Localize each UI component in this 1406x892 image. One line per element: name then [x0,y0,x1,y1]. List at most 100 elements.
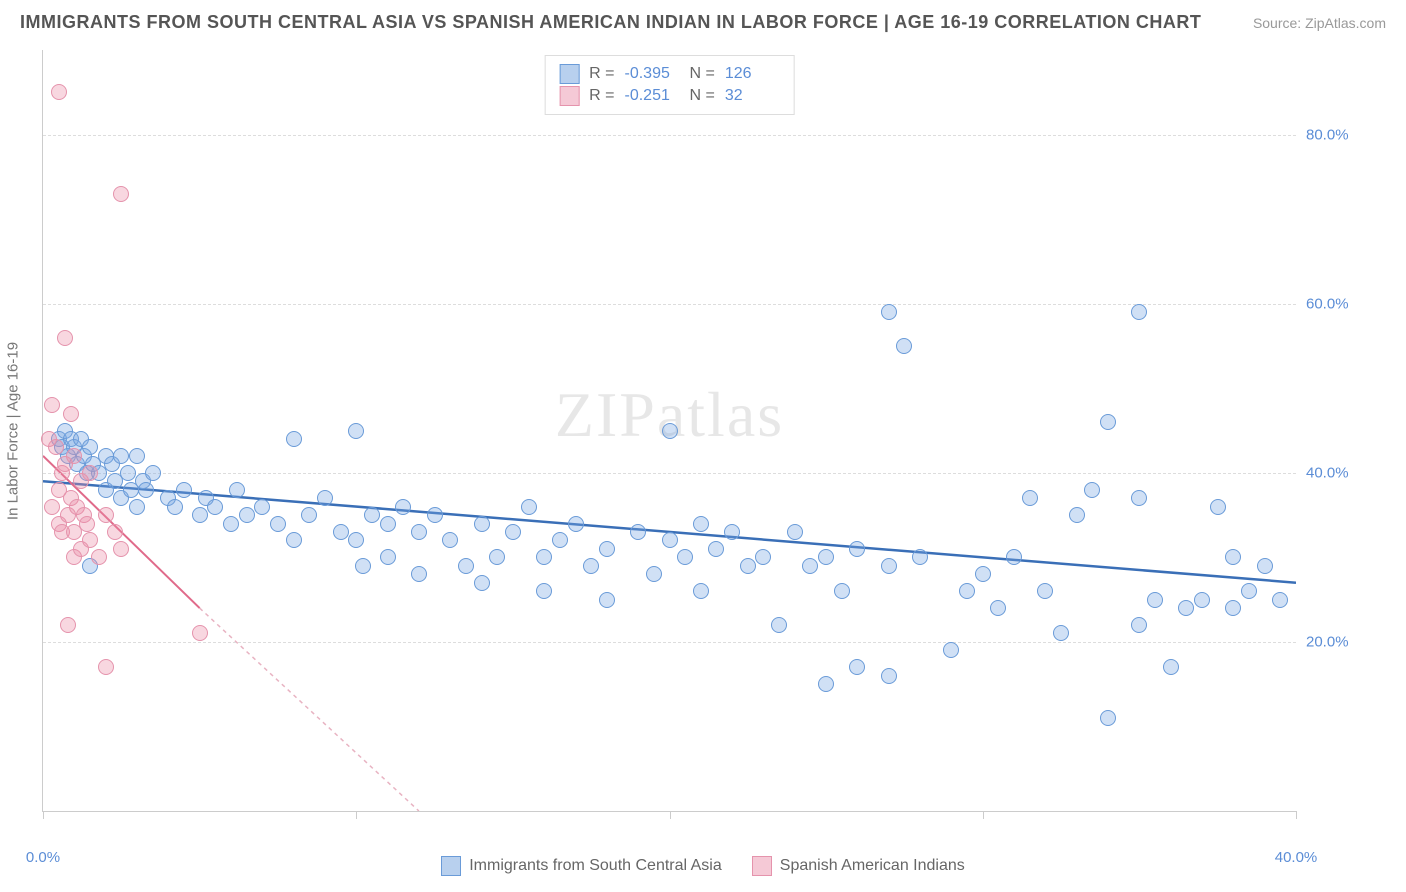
scatter-point [192,507,208,523]
scatter-point [82,532,98,548]
x-tick [356,811,357,819]
scatter-point [646,566,662,582]
scatter-point [145,465,161,481]
gridline-h [43,642,1296,643]
scatter-point [818,549,834,565]
scatter-point [1241,583,1257,599]
y-tick-label: 40.0% [1306,464,1366,481]
scatter-point [254,499,270,515]
scatter-point [79,516,95,532]
scatter-point [348,423,364,439]
scatter-point [1131,304,1147,320]
scatter-point [771,617,787,633]
scatter-point [599,592,615,608]
gridline-h [43,473,1296,474]
scatter-point [120,465,136,481]
scatter-point [44,397,60,413]
legend-item-series2: Spanish American Indians [752,856,965,876]
scatter-point [1100,414,1116,430]
scatter-point [505,524,521,540]
scatter-point [458,558,474,574]
scatter-point [44,499,60,515]
scatter-point [583,558,599,574]
scatter-point [881,558,897,574]
legend-swatch-series1-bottom [441,856,461,876]
scatter-point [1257,558,1273,574]
scatter-point [787,524,803,540]
scatter-point [1131,490,1147,506]
gridline-h [43,135,1296,136]
scatter-point [82,439,98,455]
scatter-point [881,304,897,320]
scatter-point [223,516,239,532]
source-name: ZipAtlas.com [1305,15,1386,31]
scatter-point [1131,617,1147,633]
scatter-point [91,549,107,565]
scatter-chart: In Labor Force | Age 16-19 ZIPatlas R = … [42,50,1296,812]
scatter-point [1194,592,1210,608]
scatter-point [286,431,302,447]
scatter-point [364,507,380,523]
legend-row-series2: R = -0.251 N = 32 [559,86,780,106]
scatter-point [138,482,154,498]
y-tick-label: 20.0% [1306,633,1366,650]
scatter-point [474,575,490,591]
scatter-point [380,549,396,565]
n-label: N = [690,87,715,105]
scatter-point [1100,710,1116,726]
scatter-point [129,499,145,515]
legend-swatch-series2-bottom [752,856,772,876]
scatter-point [107,524,123,540]
scatter-point [708,541,724,557]
chart-source: Source: ZipAtlas.com [1253,15,1386,31]
scatter-point [1069,507,1085,523]
n-label: N = [690,65,715,83]
correlation-legend: R = -0.395 N = 126 R = -0.251 N = 32 [544,55,795,115]
legend-item-series1: Immigrants from South Central Asia [441,856,722,876]
legend-swatch-series1 [559,64,579,84]
scatter-point [662,423,678,439]
scatter-point [229,482,245,498]
n-value-series2: 32 [725,87,780,105]
scatter-point [239,507,255,523]
scatter-point [98,659,114,675]
scatter-point [662,532,678,548]
scatter-point [1147,592,1163,608]
scatter-point [536,549,552,565]
x-tick [1296,811,1297,819]
scatter-point [677,549,693,565]
scatter-point [755,549,771,565]
scatter-point [192,625,208,641]
scatter-point [411,566,427,582]
scatter-point [489,549,505,565]
scatter-point [167,499,183,515]
scatter-point [1084,482,1100,498]
y-tick-label: 60.0% [1306,295,1366,312]
y-axis-label: In Labor Force | Age 16-19 [5,341,22,519]
scatter-point [395,499,411,515]
x-tick [43,811,44,819]
scatter-point [1163,659,1179,675]
scatter-point [1225,600,1241,616]
scatter-point [48,439,64,455]
scatter-point [1022,490,1038,506]
scatter-point [1210,499,1226,515]
legend-swatch-series2 [559,86,579,106]
scatter-point [693,516,709,532]
scatter-point [1225,549,1241,565]
scatter-point [834,583,850,599]
scatter-point [724,524,740,540]
scatter-point [98,507,114,523]
scatter-point [1006,549,1022,565]
scatter-point [113,541,129,557]
scatter-point [849,541,865,557]
scatter-point [427,507,443,523]
scatter-point [1272,592,1288,608]
scatter-point [943,642,959,658]
scatter-point [896,338,912,354]
scatter-point [552,532,568,548]
scatter-point [317,490,333,506]
x-tick [983,811,984,819]
scatter-point [912,549,928,565]
scatter-point [1178,600,1194,616]
